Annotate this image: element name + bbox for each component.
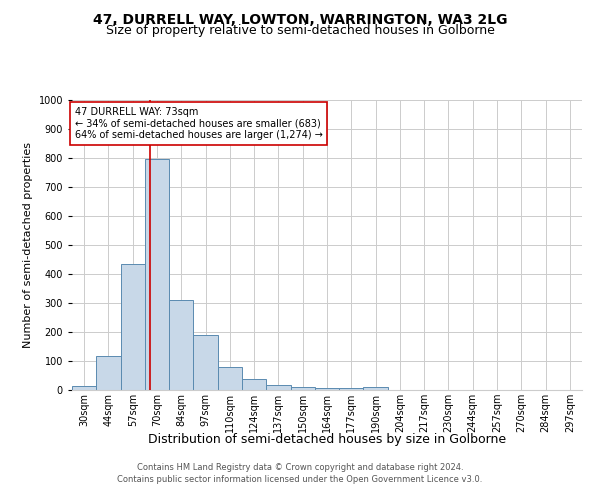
Bar: [121, 264, 145, 390]
Bar: [169, 300, 193, 390]
Bar: [242, 379, 266, 390]
Bar: [218, 368, 242, 390]
Bar: [145, 160, 169, 390]
Text: Distribution of semi-detached houses by size in Golborne: Distribution of semi-detached houses by …: [148, 432, 506, 446]
Text: Size of property relative to semi-detached houses in Golborne: Size of property relative to semi-detach…: [106, 24, 494, 37]
Bar: [339, 388, 364, 390]
Bar: [193, 335, 218, 390]
Bar: [364, 387, 388, 390]
Bar: [290, 386, 315, 390]
Text: Contains HM Land Registry data © Crown copyright and database right 2024.: Contains HM Land Registry data © Crown c…: [137, 464, 463, 472]
Text: 47 DURRELL WAY: 73sqm
← 34% of semi-detached houses are smaller (683)
64% of sem: 47 DURRELL WAY: 73sqm ← 34% of semi-deta…: [74, 108, 322, 140]
Text: 47, DURRELL WAY, LOWTON, WARRINGTON, WA3 2LG: 47, DURRELL WAY, LOWTON, WARRINGTON, WA3…: [93, 12, 507, 26]
Bar: [96, 356, 121, 390]
Y-axis label: Number of semi-detached properties: Number of semi-detached properties: [23, 142, 33, 348]
Bar: [315, 388, 339, 390]
Bar: [72, 386, 96, 390]
Bar: [266, 385, 290, 390]
Text: Contains public sector information licensed under the Open Government Licence v3: Contains public sector information licen…: [118, 475, 482, 484]
